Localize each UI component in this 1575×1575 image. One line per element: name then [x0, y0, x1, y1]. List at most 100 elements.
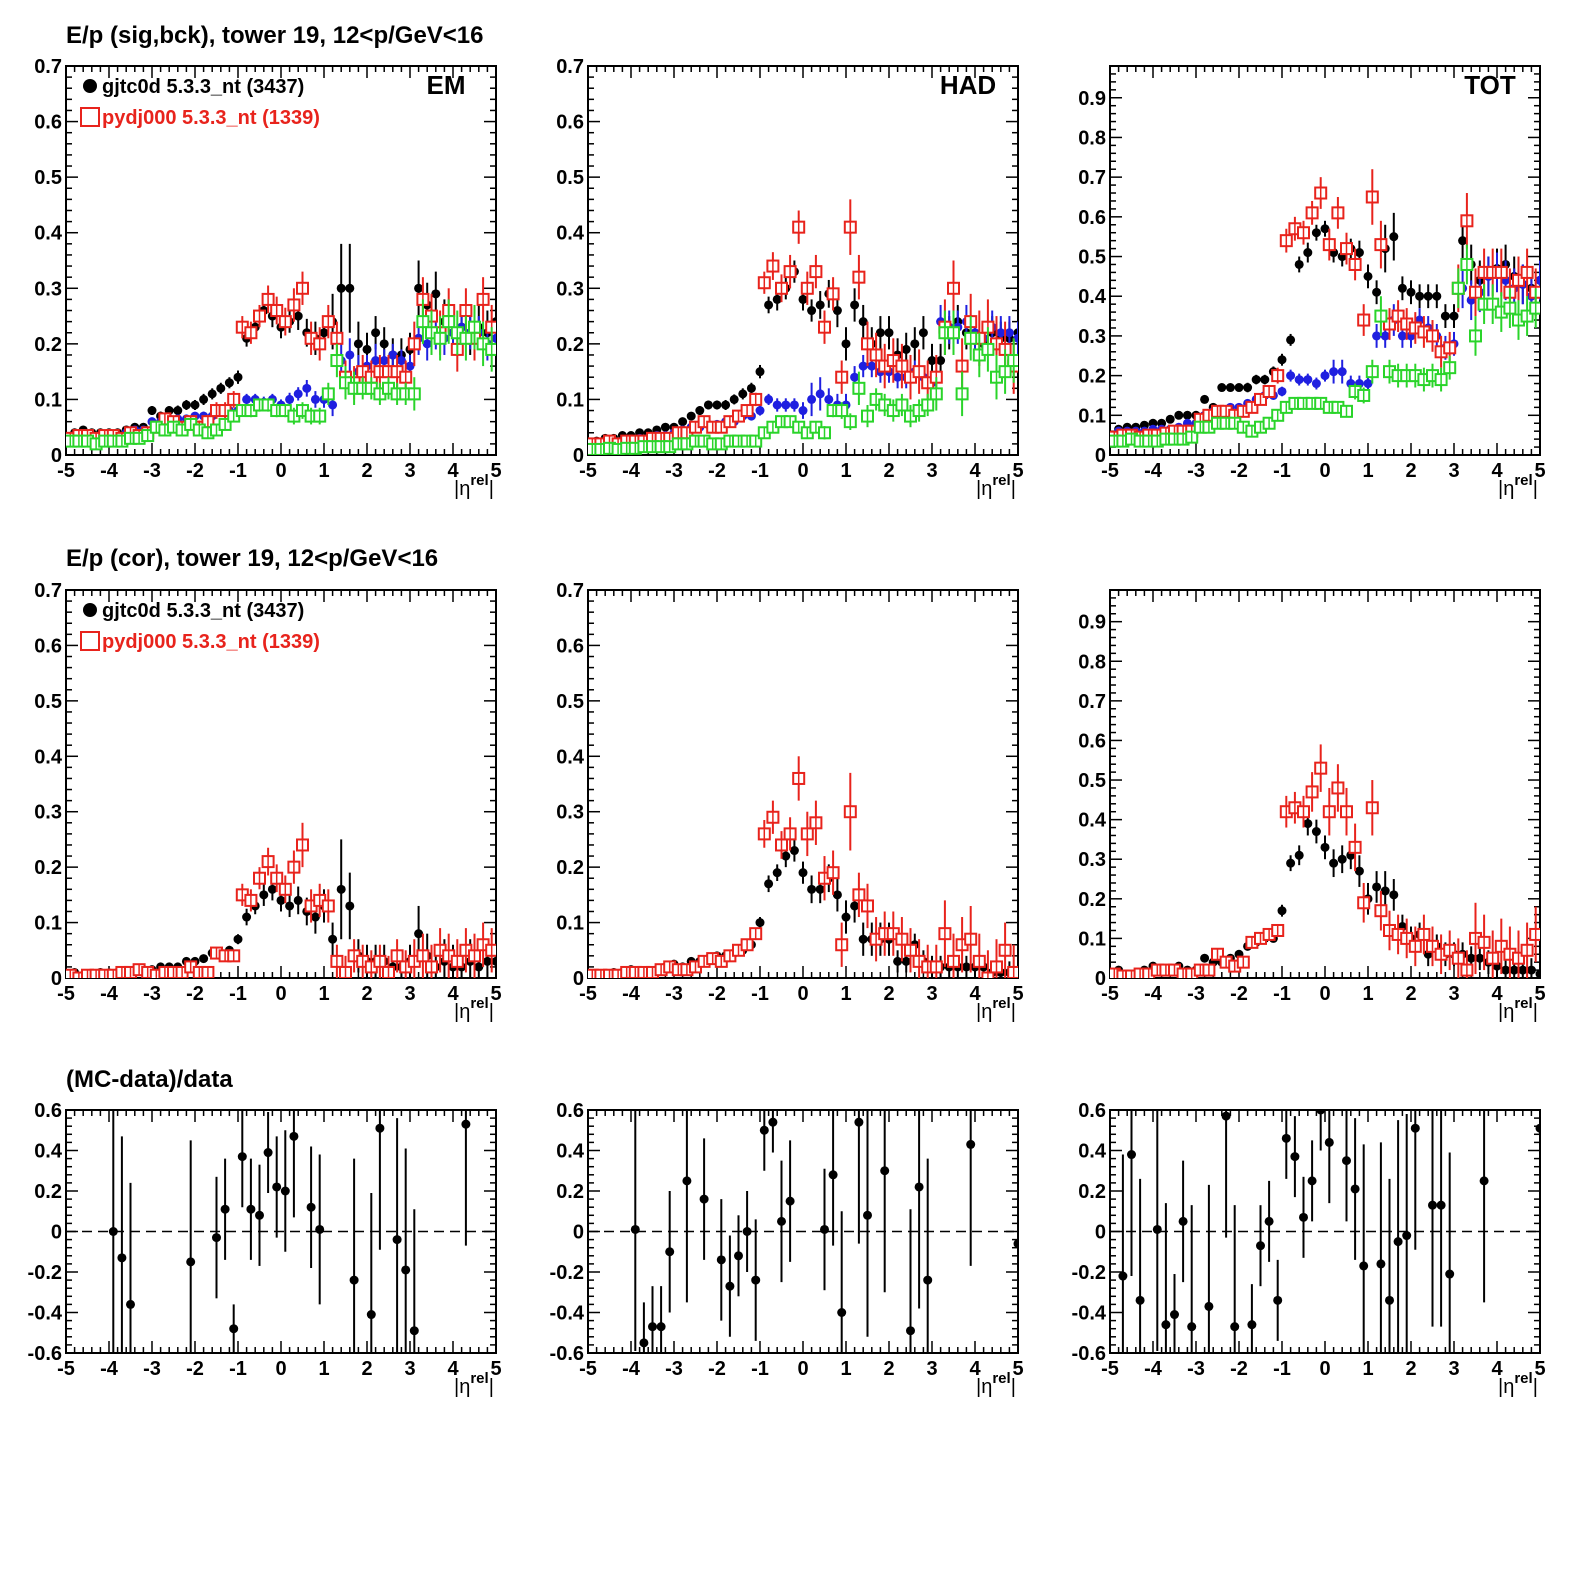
x-axis-label-end: |: [489, 478, 494, 500]
data-point: [1256, 1241, 1265, 1251]
data-point: [923, 1275, 933, 1285]
series-group: [66, 243, 496, 451]
data-point: [1277, 906, 1287, 916]
data-point: [858, 361, 868, 371]
x-axis-label-base: |η: [454, 1001, 470, 1023]
data-point: [1535, 969, 1540, 978]
data-point: [246, 1204, 256, 1214]
data-point: [1286, 371, 1296, 381]
y-tick-label: 0.1: [34, 913, 62, 935]
x-tick-label: -3: [143, 460, 161, 482]
data-point: [345, 283, 355, 293]
data-point: [721, 400, 731, 410]
y-tick-label: 0.7: [34, 56, 62, 78]
data-point: [901, 956, 911, 966]
data-point: [768, 1117, 778, 1127]
x-axis-label-base: |η: [454, 478, 470, 500]
data-point: [1501, 965, 1511, 975]
data-point: [491, 956, 496, 966]
data-point: [336, 283, 346, 293]
data-point: [1479, 1176, 1489, 1186]
chart-panel-row2-had: -5 -4 -3 -2 -1 0 1 2 3 4 5 0 0.1 0.2 0.3 0.4 0.5 0.6 0.7 |η…: [556, 580, 1023, 1023]
data-point: [746, 383, 756, 393]
series-0: [1114, 811, 1540, 978]
x-axis-label-base: |η: [976, 1001, 992, 1023]
data-point: [1299, 1212, 1308, 1222]
data-point: [1286, 335, 1296, 345]
data-point: [328, 934, 338, 944]
data-point: [220, 1204, 230, 1214]
data-point: [173, 406, 183, 416]
data-point: [1415, 291, 1425, 301]
y-tick-label: 0.7: [556, 580, 584, 602]
data-point: [285, 901, 295, 911]
chart-panel-row3-em: -5 -4 -3 -2 -1 0 1 2 3 4 5 -0.6 -0.4 -0.2 0 0.2 0.4 0.6 |η…: [28, 1100, 502, 1398]
data-point: [1526, 965, 1536, 975]
data-point: [841, 912, 851, 922]
data-point: [1200, 394, 1210, 404]
y-tick-label: -0.2: [1072, 1262, 1106, 1284]
data-point: [1372, 331, 1382, 341]
x-tick-label: 0: [275, 460, 286, 482]
data-point: [1393, 1237, 1403, 1247]
data-point: [345, 350, 355, 360]
x-axis-label: |ηrel|: [1498, 995, 1538, 1023]
x-tick-label: 1: [1362, 1358, 1373, 1380]
y-tick-label: 0.2: [34, 1181, 62, 1203]
data-point: [850, 901, 860, 911]
data-point: [1004, 328, 1014, 338]
chart-panel-row3-tot: -5 -4 -3 -2 -1 0 1 2 3 4 5 -0.6 -0.4 -0.2 0 0.2 0.4 0.6 |η…: [1072, 1100, 1546, 1398]
data-point: [703, 400, 713, 410]
data-point: [108, 1227, 118, 1236]
data-point: [772, 868, 782, 878]
legend-data-marker: [83, 79, 97, 93]
data-point: [789, 400, 799, 410]
x-tick-label: -4: [622, 460, 641, 482]
x-tick-label: -3: [1187, 1358, 1205, 1380]
y-tick-label: -0.4: [550, 1303, 585, 1325]
y-tick-label: 0.6: [1078, 730, 1106, 752]
data-point: [832, 306, 842, 316]
x-tick-label: 0: [797, 1358, 808, 1380]
data-point: [1277, 355, 1287, 365]
data-point: [660, 422, 670, 432]
data-point: [807, 306, 817, 316]
data-point: [1440, 311, 1450, 321]
x-axis-label-end: |: [1011, 1001, 1016, 1023]
legend-mc-label: pydj000 5.3.3_nt (1339): [102, 107, 320, 129]
x-tick-label: -2: [708, 983, 726, 1005]
x-tick-label: 1: [840, 1358, 851, 1380]
data-point: [1354, 248, 1364, 258]
data-point: [1234, 383, 1244, 393]
data-point: [927, 356, 937, 366]
data-point: [379, 356, 389, 366]
data-point: [738, 389, 748, 399]
y-tick-label: 0.5: [1078, 770, 1106, 792]
series-1: [66, 822, 496, 978]
y-tick-label: 0: [573, 445, 584, 467]
x-tick-label: -5: [57, 983, 75, 1005]
x-tick-label: -1: [751, 1358, 769, 1380]
x-tick-label: -2: [1230, 983, 1248, 1005]
data-point: [686, 411, 696, 421]
data-point: [777, 1216, 786, 1226]
series-group: [630, 1110, 1018, 1353]
data-point: [345, 901, 355, 911]
data-point: [328, 400, 338, 410]
data-point: [936, 356, 946, 366]
data-point: [1509, 965, 1519, 975]
y-tick-label: 0.3: [34, 278, 62, 300]
data-point: [1389, 232, 1399, 242]
data-point: [431, 289, 441, 299]
x-tick-label: 1: [318, 983, 329, 1005]
data-point: [1013, 1239, 1018, 1249]
data-point: [186, 1257, 196, 1267]
x-tick-label: 3: [1448, 1358, 1459, 1380]
data-point: [280, 1186, 290, 1196]
y-tick-label: 0: [51, 968, 62, 990]
data-point: [1217, 383, 1227, 393]
x-tick-label: 2: [361, 983, 372, 1005]
data-point: [229, 1324, 239, 1334]
x-tick-label: 2: [883, 460, 894, 482]
